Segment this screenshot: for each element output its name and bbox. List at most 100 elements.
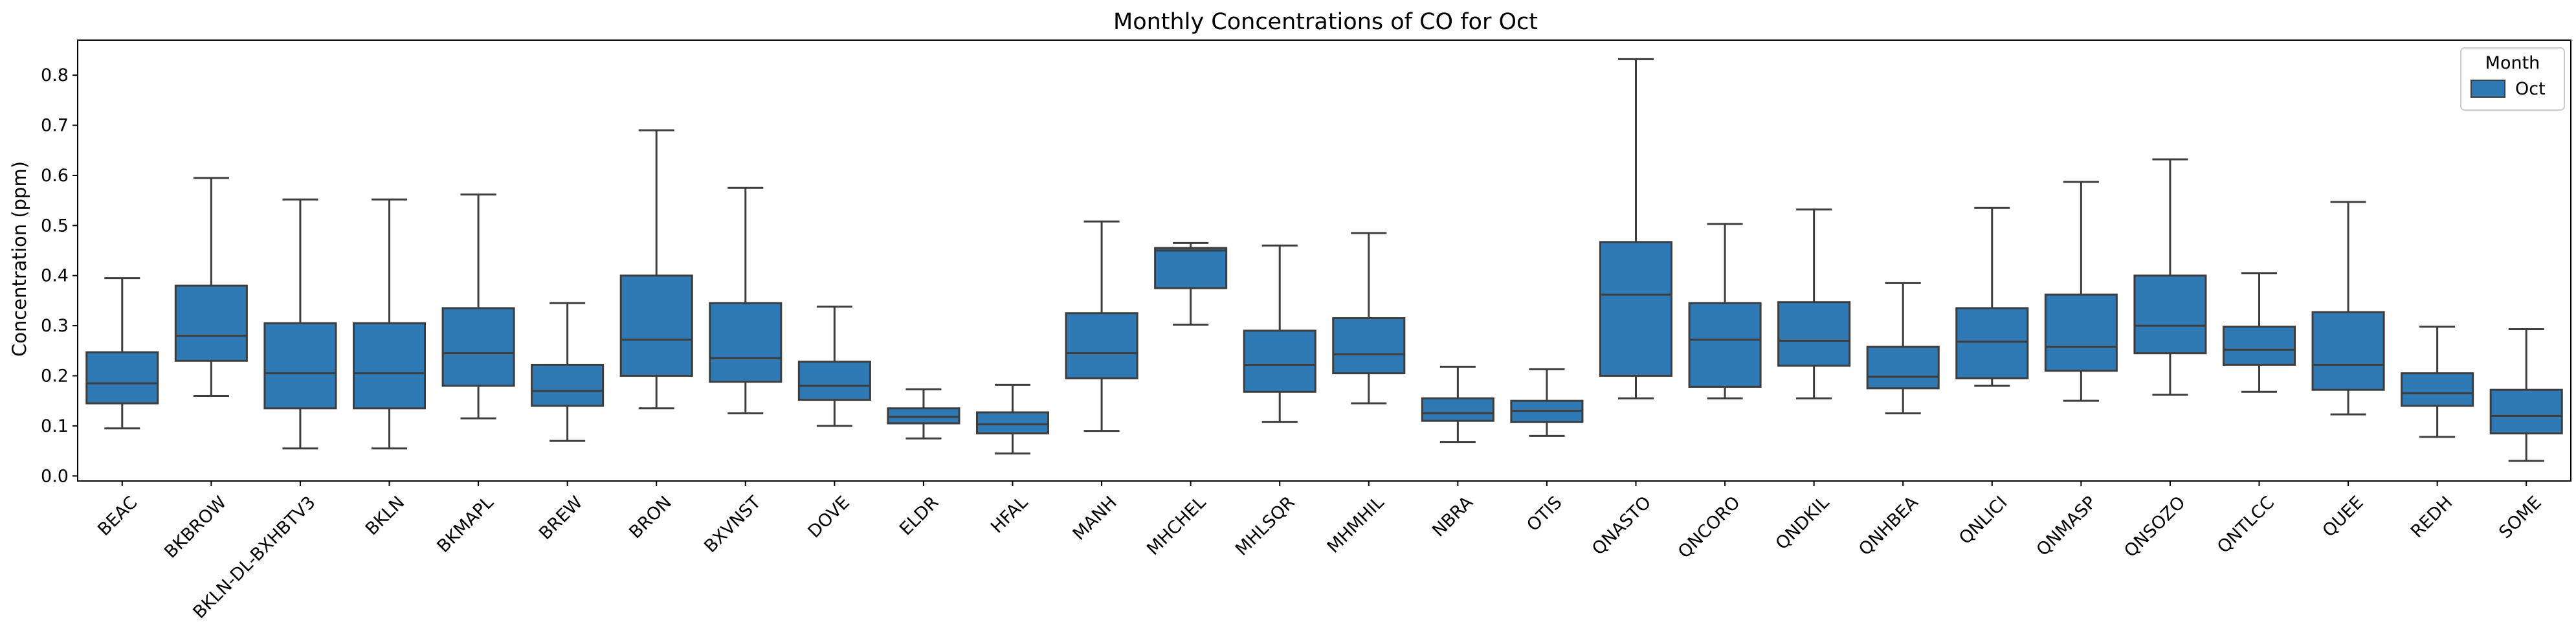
box-iqr <box>709 302 783 383</box>
x-tick-label: QUEE <box>2319 493 2368 541</box>
x-tick-label: QNHBEA <box>1855 492 1922 559</box>
box-iqr <box>85 351 159 405</box>
box-group <box>975 383 1050 454</box>
x-tick-label: BXVNST <box>700 492 765 557</box>
box-iqr <box>1065 312 1138 379</box>
x-tick-label: MANH <box>1069 493 1121 544</box>
x-tick-label: SOME <box>2495 493 2546 543</box>
box-iqr <box>531 363 605 407</box>
box-iqr <box>619 274 693 377</box>
x-tick-label: BKMAPL <box>434 493 498 557</box>
x-tick-label: MHCHEL <box>1143 493 1210 559</box>
box-group <box>263 198 337 450</box>
legend-swatch <box>2471 80 2505 98</box>
x-tick-label: MHMHIL <box>1324 493 1388 557</box>
box-iqr <box>1955 307 2029 379</box>
box-group <box>1777 208 1851 399</box>
x-tick-label: BEAC <box>94 493 141 540</box>
x-tick-label: QNDKIL <box>1772 493 1834 554</box>
y-tick-label: 0.4 <box>41 266 69 286</box>
box-group <box>1599 58 1673 399</box>
box-iqr <box>797 361 871 401</box>
box-group <box>174 177 248 397</box>
box-group <box>887 388 960 440</box>
legend: Month Oct <box>2460 47 2565 111</box>
x-tick-label: DOVE <box>805 493 854 542</box>
y-axis-label: Concentration (ppm) <box>8 161 30 357</box>
y-tick-label: 0.8 <box>41 65 69 85</box>
legend-entry-label: Oct <box>2515 79 2546 99</box>
box-iqr <box>975 411 1050 434</box>
x-tick-label: BRON <box>625 493 676 543</box>
box-iqr <box>1777 301 1851 367</box>
x-tick-label: QNSOZO <box>2120 493 2189 561</box>
y-tick-label: 0.7 <box>41 116 69 136</box>
x-tick-label: QNASTO <box>1588 493 1655 559</box>
x-tick-label: BKBROW <box>161 493 230 563</box>
box-iqr <box>441 307 515 387</box>
box-group <box>85 277 159 430</box>
x-tick-label: HFAL <box>987 493 1032 537</box>
box-group <box>531 302 605 442</box>
x-tick-label: ELDR <box>896 493 943 540</box>
box-group <box>1955 207 2029 387</box>
x-tick-label: OTIS <box>1523 493 1566 535</box>
y-tick-label: 0.1 <box>41 416 69 436</box>
box-group <box>709 186 783 415</box>
x-tick-label: BKLN <box>362 493 408 539</box>
box-group <box>619 129 693 410</box>
box-group <box>2401 326 2474 438</box>
box-group <box>1154 241 1228 326</box>
y-tick-label: 0.2 <box>41 366 69 386</box>
box-group <box>1688 223 1762 399</box>
chart-title: Monthly Concentrations of CO for Oct <box>1113 9 1538 35</box>
x-tick-label: REDH <box>2407 493 2456 542</box>
box-iqr <box>2489 388 2563 434</box>
box-group <box>1243 244 1316 423</box>
box-group <box>2311 201 2385 416</box>
box-group <box>2044 181 2118 402</box>
plot-area: 0.0 0.1 0.2 0.3 0.4 0.5 0.6 0.7 0.8 BEAC BKBROW BKL… <box>41 39 2571 623</box>
box-group <box>797 306 871 427</box>
x-tick-label: QNTLCC <box>2214 493 2278 557</box>
box-group <box>1065 220 1138 432</box>
box-group <box>1421 366 1494 443</box>
y-tick-label: 0.6 <box>41 166 69 186</box>
box-iqr <box>887 407 960 425</box>
box-iqr <box>2044 293 2118 372</box>
box-iqr <box>1243 330 1316 393</box>
box-iqr <box>1332 317 1406 375</box>
x-tick-label: QNMASP <box>2033 493 2100 560</box>
box-iqr <box>1599 241 1673 377</box>
box-group <box>1332 232 1406 405</box>
y-tick-label: 0.0 <box>41 466 69 486</box>
box-group <box>441 193 515 419</box>
box-iqr <box>1421 397 1494 422</box>
x-tick-label: NBRA <box>1428 492 1477 541</box>
y-tick-label: 0.5 <box>41 216 69 236</box>
box-group <box>2222 272 2296 393</box>
legend-title: Month <box>2485 53 2540 73</box>
box-iqr <box>1154 247 1228 289</box>
box-group <box>1510 368 1584 437</box>
box-iqr <box>352 322 427 410</box>
box-group <box>2133 158 2207 396</box>
box-iqr <box>2401 372 2474 407</box>
x-tick-label: MHLSQR <box>1232 493 1299 560</box>
box-iqr <box>2311 311 2385 391</box>
x-tick-label: QNLICI <box>1955 493 2011 548</box>
box-iqr <box>1688 302 1762 388</box>
box-iqr <box>174 284 248 362</box>
box-group <box>352 198 427 450</box>
box-group <box>1866 282 1940 415</box>
box-iqr <box>2133 274 2207 355</box>
y-tick-label: 0.3 <box>41 316 69 336</box>
box-iqr <box>1866 346 1940 390</box>
box-iqr <box>263 322 337 410</box>
box-group <box>2489 328 2563 462</box>
x-tick-label: BREW <box>535 493 586 544</box>
box-iqr <box>2222 326 2296 366</box>
plot-frame <box>77 39 2571 482</box>
